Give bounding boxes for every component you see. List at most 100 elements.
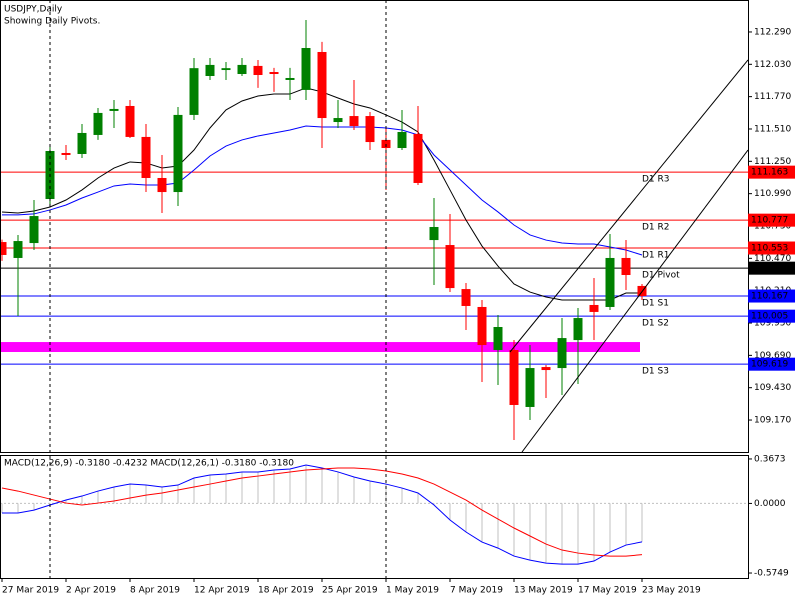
price-label: 111.163 bbox=[751, 168, 788, 178]
candle-body bbox=[173, 114, 183, 193]
pivot-label: D1 S3 bbox=[642, 367, 669, 377]
indicator-line bbox=[2, 464, 643, 565]
candle-body bbox=[541, 367, 551, 371]
candle-body bbox=[141, 136, 151, 178]
price-label-box bbox=[748, 241, 795, 255]
candle-body bbox=[13, 241, 23, 258]
chart-title: USDJPY,Daily bbox=[4, 5, 63, 15]
price-label-box bbox=[748, 165, 795, 179]
candle-body bbox=[525, 368, 535, 407]
candle-body bbox=[333, 118, 343, 123]
price-label: 110.005 bbox=[751, 312, 788, 322]
candle-body bbox=[125, 105, 135, 137]
price-label-box bbox=[748, 289, 795, 303]
candle-body bbox=[0, 242, 7, 255]
y-tick-label: 109.430 bbox=[754, 383, 791, 393]
candle-body bbox=[445, 245, 455, 289]
candle-body bbox=[381, 139, 391, 149]
y-tick-label: 110.990 bbox=[754, 189, 791, 199]
price-label: 110.391 bbox=[751, 264, 788, 274]
y-tick-label: 110.470 bbox=[754, 254, 791, 264]
candle-body bbox=[573, 318, 583, 341]
candle-body bbox=[109, 108, 119, 111]
candle-body bbox=[61, 152, 71, 155]
candle-body bbox=[621, 257, 631, 276]
indicator-line bbox=[1, 467, 643, 557]
y-tick-label: 111.250 bbox=[754, 157, 791, 167]
price-panel: D1 R3 D1 R2 D1 R1 D1 Pivot D1 S1 D1 S2 D1 S3 bbox=[0, 20, 748, 441]
candle-body bbox=[349, 116, 359, 126]
trend-line bbox=[509, 59, 748, 353]
x-tick-label: 17 May 2019 bbox=[578, 586, 637, 596]
candle-body bbox=[205, 64, 215, 76]
x-tick-label: 8 Apr 2019 bbox=[130, 586, 180, 596]
y-tick-label: 112.030 bbox=[754, 60, 791, 70]
candle-body bbox=[221, 68, 231, 71]
candle-body bbox=[509, 350, 519, 405]
price-label: 110.553 bbox=[751, 244, 788, 254]
candle-body bbox=[461, 289, 471, 306]
chart-subtitle: Showing Daily Pivots. bbox=[4, 17, 100, 27]
candle-body bbox=[557, 338, 567, 369]
candle-body bbox=[317, 51, 327, 119]
pivot-label: D1 R3 bbox=[642, 175, 670, 185]
candle-body bbox=[477, 306, 487, 346]
macd-panel bbox=[0, 464, 748, 565]
candle-body bbox=[301, 48, 311, 90]
y-tick-label: 0.0000 bbox=[754, 499, 786, 509]
candle-body bbox=[77, 132, 87, 154]
candle-body bbox=[589, 304, 599, 312]
pivot-label: D1 S2 bbox=[642, 319, 669, 329]
price-label-box bbox=[748, 309, 795, 323]
candle-body bbox=[93, 112, 103, 135]
macd-frame bbox=[0, 455, 749, 579]
y-tick-label: 111.510 bbox=[754, 124, 791, 134]
x-tick-label: 23 May 2019 bbox=[642, 586, 701, 596]
y-tick-label: 112.290 bbox=[754, 27, 791, 37]
trend-line bbox=[521, 149, 748, 452]
candle-body bbox=[493, 326, 503, 351]
pivot-label: D1 Pivot bbox=[642, 271, 680, 281]
y-tick-label: -0.5749 bbox=[754, 569, 789, 579]
x-tick-label: 27 Mar 2019 bbox=[2, 586, 59, 596]
candle-body bbox=[285, 77, 295, 80]
candle-body bbox=[269, 72, 279, 75]
x-tick-label: 7 May 2019 bbox=[450, 586, 503, 596]
candle-body bbox=[29, 216, 39, 244]
y-tick-label: 109.170 bbox=[754, 416, 791, 426]
candle-body bbox=[157, 177, 167, 193]
candle-body bbox=[413, 133, 423, 183]
trendlines bbox=[509, 59, 748, 452]
y-tick-label: 109.690 bbox=[754, 351, 791, 361]
price-label-box bbox=[748, 261, 795, 275]
candle-body bbox=[237, 64, 247, 75]
candle-body bbox=[253, 65, 263, 76]
price-label: 110.777 bbox=[751, 216, 788, 226]
price-label: 109.619 bbox=[751, 360, 788, 370]
price-label-box bbox=[748, 357, 795, 371]
pivot-label: D1 R1 bbox=[642, 251, 670, 261]
price-label: 110.167 bbox=[751, 292, 788, 302]
x-tick-label: 18 Apr 2019 bbox=[258, 586, 314, 596]
pivot-label: D1 S1 bbox=[642, 299, 669, 309]
y-tick-label: 0.3673 bbox=[754, 454, 786, 464]
x-tick-label: 25 Apr 2019 bbox=[322, 586, 378, 596]
candle-body bbox=[365, 116, 375, 143]
y-tick-label: 109.950 bbox=[754, 319, 791, 329]
highlight-band bbox=[0, 342, 640, 352]
x-tick-label: 13 May 2019 bbox=[514, 586, 573, 596]
candle-body bbox=[397, 131, 407, 149]
y-tick-label: 111.770 bbox=[754, 92, 791, 102]
candle-body bbox=[429, 226, 439, 241]
candle-body bbox=[189, 68, 199, 115]
x-tick-label: 1 May 2019 bbox=[386, 586, 439, 596]
x-tick-label: 12 Apr 2019 bbox=[194, 586, 250, 596]
x-tick-label: 2 Apr 2019 bbox=[66, 586, 116, 596]
price-label-box bbox=[748, 213, 795, 227]
pivot-label: D1 R2 bbox=[642, 223, 670, 233]
indicator-label: MACD(12,26,9) -0.3180 -0.4232 MACD(12,26… bbox=[4, 459, 294, 469]
